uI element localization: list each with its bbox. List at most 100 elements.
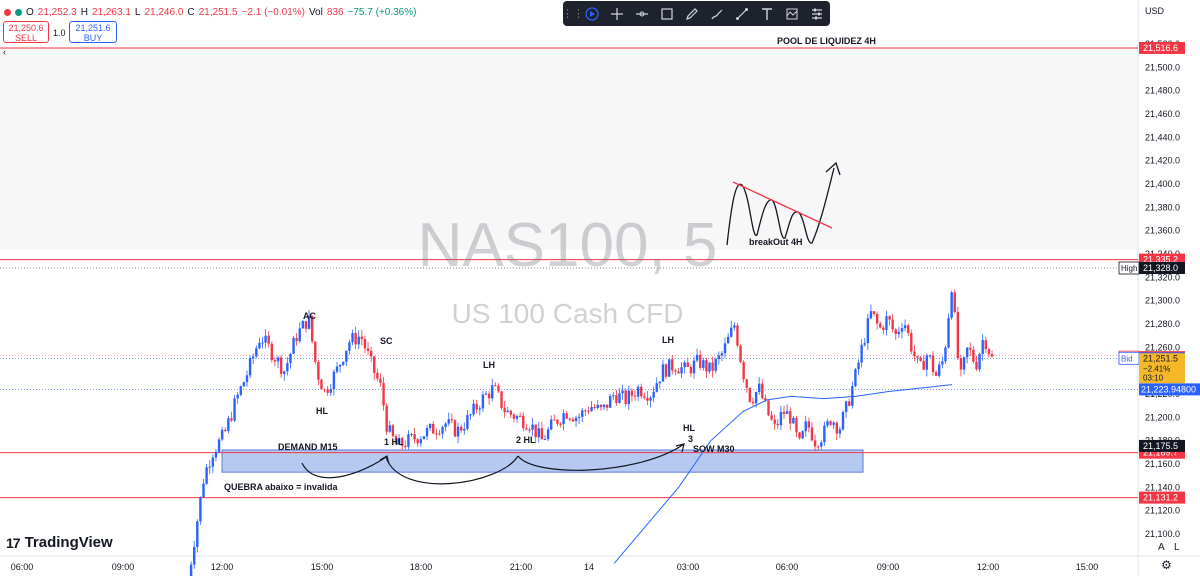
- candle-down: [450, 419, 454, 421]
- candle-up: [531, 424, 534, 430]
- y-tick-label: 21,300.0: [1145, 296, 1180, 306]
- candle-down: [503, 407, 506, 413]
- candle-up: [925, 355, 929, 370]
- candle-up: [903, 325, 907, 329]
- tradingview-logo[interactable]: 17 TradingView: [6, 534, 113, 551]
- candle-down: [767, 400, 770, 416]
- candle-up: [463, 428, 466, 431]
- candle-down: [969, 347, 972, 350]
- candle-down: [959, 358, 963, 370]
- horizontal-line-icon[interactable]: [630, 3, 654, 25]
- x-tick-label: 12:00: [211, 562, 234, 572]
- candle-down: [382, 382, 385, 406]
- candle-up: [407, 434, 410, 447]
- candle-down: [975, 361, 978, 370]
- candle-up: [447, 419, 450, 424]
- candle-up: [608, 396, 612, 408]
- hl2-label: 2 HL: [516, 435, 536, 445]
- pattern-icon[interactable]: [780, 3, 804, 25]
- candle-down: [739, 345, 742, 363]
- auto-scale-button[interactable]: A: [1158, 542, 1165, 553]
- candle-down: [686, 362, 689, 367]
- candle-down: [671, 359, 674, 371]
- curve-arrow-2: [385, 455, 519, 485]
- x-tick-label: 09:00: [112, 562, 135, 572]
- brush-icon[interactable]: [705, 3, 729, 25]
- candle-down: [879, 323, 882, 328]
- candle-down: [773, 419, 776, 424]
- y-tick-label: 21,140.0: [1145, 482, 1180, 492]
- text-icon[interactable]: [755, 3, 779, 25]
- rectangle-icon[interactable]: [655, 3, 679, 25]
- y-tick-label: 21,200.0: [1145, 412, 1180, 422]
- candle-up: [193, 547, 196, 565]
- candle-down: [913, 351, 916, 356]
- candle-up: [655, 383, 658, 392]
- candle-up: [202, 483, 205, 498]
- candle-down: [587, 410, 590, 412]
- ma-value-label: 21,223.94800: [1141, 384, 1196, 394]
- y-tick-label: 21,420.0: [1145, 156, 1180, 166]
- candle-down: [528, 429, 531, 431]
- currency-label[interactable]: USD: [1145, 6, 1165, 16]
- volume-key: Vol: [308, 6, 323, 18]
- candle-up: [965, 347, 969, 358]
- curve-arrow-1: [301, 456, 387, 479]
- y-tick-label: 21,380.0: [1145, 202, 1180, 212]
- candle-up: [683, 362, 686, 368]
- candle-up: [823, 425, 826, 443]
- candle-down: [326, 389, 329, 393]
- candle-up: [928, 355, 932, 357]
- candle-down: [776, 423, 780, 426]
- candle-down: [404, 445, 407, 447]
- sell-button[interactable]: 21,250.6 SELL: [3, 21, 49, 43]
- buy-label: BUY: [83, 33, 103, 43]
- crosshair-icon[interactable]: [605, 3, 629, 25]
- collapse-legend-button[interactable]: ‹: [3, 47, 6, 57]
- candle-down: [919, 357, 922, 361]
- price-level-tag: [1139, 41, 1185, 54]
- candle-up: [397, 438, 401, 445]
- x-tick-label: 18:00: [410, 562, 433, 572]
- candle-down: [360, 336, 364, 340]
- buy-price: 21,251.6: [75, 23, 111, 33]
- x-tick-label: 06:00: [776, 562, 799, 572]
- y-tick-label: 21,280.0: [1145, 319, 1180, 329]
- candle-up: [941, 361, 944, 365]
- symbol-description-watermark: US 100 Cash CFD: [451, 298, 684, 329]
- tradingview-wordmark: TradingView: [24, 534, 113, 551]
- candle-up: [472, 403, 475, 415]
- candle-up: [680, 367, 683, 374]
- candle-up: [456, 426, 460, 437]
- candle-up: [196, 521, 199, 548]
- candle-down: [891, 319, 894, 330]
- log-scale-button[interactable]: L: [1174, 542, 1180, 553]
- buy-button[interactable]: 21,251.6 BUY: [69, 21, 117, 43]
- open-value: 21,252.3: [37, 6, 77, 18]
- candle-down: [677, 371, 680, 374]
- settings-icon[interactable]: [805, 3, 829, 25]
- pencil-icon[interactable]: [680, 3, 704, 25]
- candle-down: [540, 428, 544, 440]
- candle-up: [515, 415, 519, 419]
- low-price-label: 21,175.5: [1143, 441, 1178, 451]
- candle-down: [646, 397, 649, 401]
- candle-down: [906, 325, 910, 333]
- sell-price: 21,250.6: [8, 23, 44, 33]
- x-tick-label: 12:00: [977, 562, 1000, 572]
- candle-down: [807, 421, 811, 428]
- candle-down: [323, 389, 326, 391]
- candle-up: [944, 347, 947, 362]
- lh-label-1: LH: [483, 360, 495, 370]
- candle-down: [888, 316, 891, 320]
- chart-settings-icon[interactable]: ⚙: [1161, 558, 1172, 572]
- cursor-icon[interactable]: [580, 3, 604, 25]
- candle-down: [615, 395, 618, 403]
- trend-line-icon[interactable]: [730, 3, 754, 25]
- price-level-label: 21,131.2: [1143, 493, 1178, 503]
- candle-down: [487, 393, 491, 399]
- toolbar-grip-icon[interactable]: ⋮⋮: [562, 8, 584, 20]
- candle-up: [978, 353, 981, 370]
- candle-down: [699, 354, 702, 368]
